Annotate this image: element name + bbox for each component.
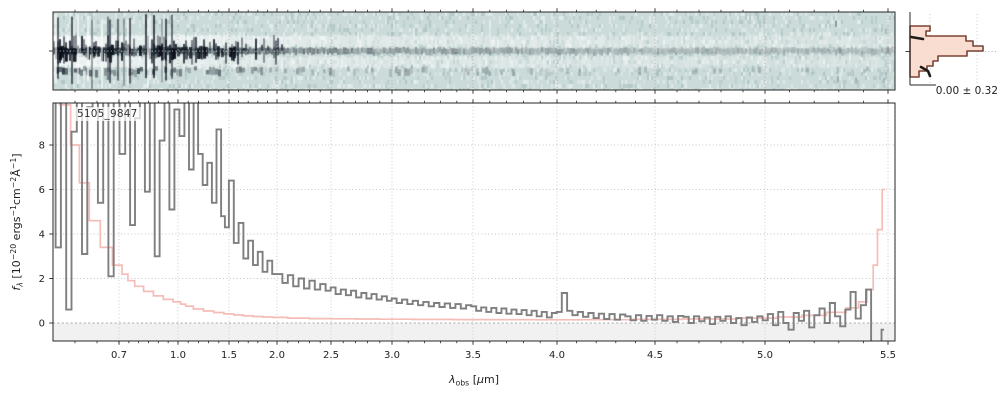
svg-text:2.5: 2.5 [323, 350, 339, 361]
svg-text:6: 6 [39, 185, 45, 196]
svg-text:0: 0 [39, 319, 45, 330]
below-zero-band [53, 323, 895, 341]
axis-labels: λobs [μm] fλ [10−20 ergs−1cm−2Å−1] [9, 153, 499, 387]
frame-1d [52, 102, 896, 342]
flux-line [54, 103, 885, 341]
axis-tick-labels: 0.7 1.0 1.5 2.0 2.5 3.0 3.5 4.0 4.5 5.0 5.5 0 2 4 6 8 [39, 141, 896, 362]
svg-text:4.5: 4.5 [647, 350, 663, 361]
grid-2d [53, 12, 895, 90]
svg-text:2.0: 2.0 [269, 350, 285, 361]
svg-text:3.5: 3.5 [465, 350, 481, 361]
svg-text:0.7: 0.7 [111, 350, 127, 361]
y-axis-label: fλ [10−20 ergs−1cm−2Å−1] [9, 153, 25, 290]
source-id-label: 5105_9847 [74, 107, 141, 121]
histogram-dark-mark [919, 65, 932, 78]
svg-text:4.0: 4.0 [549, 350, 565, 361]
svg-text:2: 2 [39, 274, 45, 285]
svg-text:3.0: 3.0 [384, 350, 400, 361]
grid-1d [53, 103, 895, 341]
svg-text:1.0: 1.0 [170, 350, 186, 361]
svg-text:4: 4 [39, 230, 45, 241]
error-line [58, 103, 885, 321]
axis-ticks [49, 8, 889, 345]
histogram-dark-mark [909, 35, 925, 41]
histogram-inset [905, 12, 996, 86]
svg-text:5.5: 5.5 [880, 350, 896, 361]
spectrum-series [54, 103, 885, 341]
x-axis-label: λobs [μm] [448, 373, 499, 388]
histogram-steps [909, 25, 984, 78]
histogram-stat-label: 0.00 ± 0.32 [935, 85, 998, 97]
svg-text:1.5: 1.5 [221, 350, 237, 361]
svg-text:5.0: 5.0 [757, 350, 773, 361]
svg-text:8: 8 [39, 141, 45, 152]
